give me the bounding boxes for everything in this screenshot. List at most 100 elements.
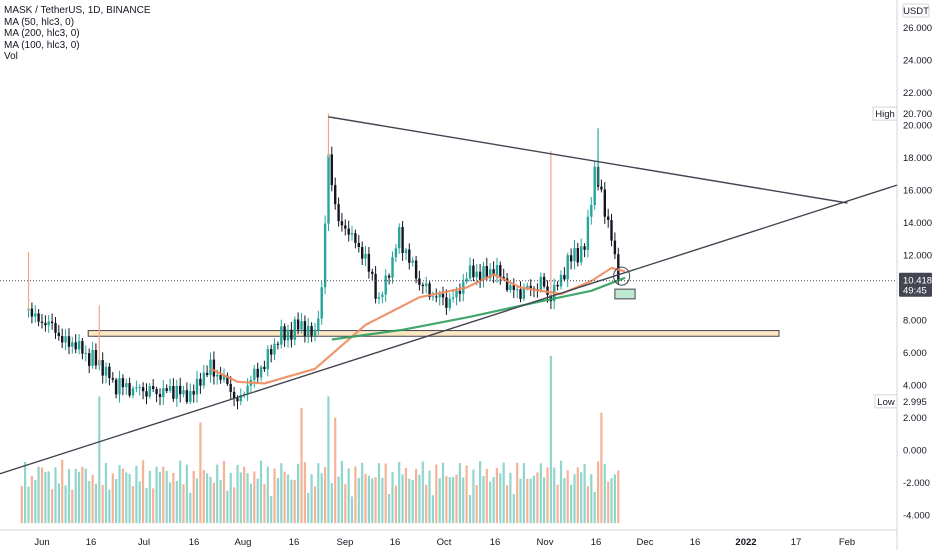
volume-bar — [489, 481, 492, 524]
candle-body — [418, 278, 421, 285]
candle-body — [307, 326, 310, 336]
volume-bar — [539, 463, 542, 524]
volume-bar — [74, 468, 77, 524]
candle-body — [168, 386, 172, 391]
price-tick-label: 4.000 — [903, 381, 927, 392]
volume-bar — [142, 460, 145, 524]
candle-body — [91, 350, 94, 366]
candle-body — [317, 318, 320, 331]
candle-body — [431, 296, 435, 298]
volume-bar — [384, 463, 387, 524]
volume-bar — [401, 474, 404, 524]
candle-body — [64, 336, 67, 343]
candle-body — [88, 353, 91, 366]
volume-bar — [337, 476, 340, 524]
candle-body — [593, 166, 596, 205]
volume-bar — [570, 484, 573, 524]
volume-bar — [30, 476, 33, 524]
candle-body — [468, 265, 472, 279]
volume-bar — [206, 473, 209, 524]
candle-body — [216, 374, 219, 377]
legend-ma200[interactable]: MA (200, hlc3, 0) — [4, 28, 80, 39]
candle-body — [509, 285, 512, 290]
volume-bar — [246, 473, 249, 524]
candle-body — [219, 374, 222, 380]
volume-bar — [556, 484, 559, 524]
volume-bar — [563, 477, 566, 524]
candle-body — [192, 391, 195, 395]
volume-bar — [297, 463, 300, 524]
volume-bar — [290, 479, 293, 524]
low-tag-label: Low — [877, 397, 895, 408]
candle-body — [377, 297, 381, 299]
volume-bar — [327, 396, 330, 524]
volume-bar — [54, 467, 57, 524]
volume-bar — [364, 473, 367, 524]
candle-body — [445, 297, 448, 308]
candle-body — [293, 319, 296, 340]
candle-body — [411, 260, 414, 263]
candle-body — [556, 284, 559, 287]
volume-bar — [603, 463, 606, 524]
volume-bar — [131, 486, 135, 524]
legend-ma50[interactable]: MA (50, hlc3, 0) — [4, 16, 75, 28]
candle-body — [519, 289, 522, 299]
volume-bar — [34, 479, 37, 524]
candle-body — [566, 255, 569, 280]
candle-body — [313, 330, 317, 336]
candle-body — [526, 285, 529, 289]
volume-bar — [468, 495, 472, 524]
candle-body — [387, 275, 391, 278]
price-tick-label: 18.000 — [903, 153, 932, 164]
candle-body — [512, 285, 515, 290]
volume-bar — [519, 478, 522, 524]
time-tick-label: 16 — [690, 537, 701, 548]
volume-bar — [189, 492, 192, 524]
volume-bar — [428, 470, 431, 524]
volume-bar — [361, 462, 364, 524]
candle-body — [44, 322, 47, 326]
candle-body — [334, 185, 337, 205]
candle-body — [172, 386, 175, 399]
candle-body — [162, 388, 165, 398]
candle-body — [84, 353, 87, 355]
candle-body — [179, 385, 182, 395]
candle-body — [246, 385, 249, 394]
volume-bar — [324, 467, 327, 524]
candle-body — [243, 393, 246, 395]
candle-body — [226, 375, 229, 384]
plot-area — [0, 0, 897, 530]
candle-body — [175, 385, 178, 399]
candle-body — [448, 298, 451, 308]
candle-body — [549, 295, 553, 302]
currency-box — [902, 3, 930, 18]
volume-bar — [310, 474, 313, 524]
ma100-line — [331, 276, 626, 341]
volume-bar — [418, 474, 421, 524]
legend-volume[interactable]: Vol — [4, 51, 18, 62]
candle-body — [489, 269, 492, 279]
volume-bar — [388, 494, 391, 524]
candle-body — [47, 321, 50, 326]
volume-bar — [138, 481, 141, 524]
volume-bar — [553, 467, 556, 524]
candle-body — [276, 343, 280, 345]
price-axis: USDT 26.000 24.000 22.000 20.000 18.000 16.000… — [872, 3, 932, 522]
volume-bar — [91, 474, 94, 524]
time-tick-label: Oct — [437, 537, 452, 548]
candle-body — [125, 383, 128, 388]
volume-bar — [374, 477, 377, 524]
volume-bar — [108, 489, 111, 524]
legend-ma100[interactable]: MA (100, hlc3, 0) — [4, 39, 80, 51]
candle-body — [340, 221, 344, 226]
volume-bar — [452, 476, 455, 524]
volume-bar — [293, 480, 296, 524]
volume-bar — [239, 472, 242, 524]
price-tick-label: 24.000 — [903, 56, 932, 67]
candle-body — [455, 290, 458, 298]
volume-bar — [118, 465, 121, 524]
candle-body — [232, 391, 236, 399]
volume-bar — [158, 471, 161, 524]
volume-bar — [529, 478, 532, 524]
